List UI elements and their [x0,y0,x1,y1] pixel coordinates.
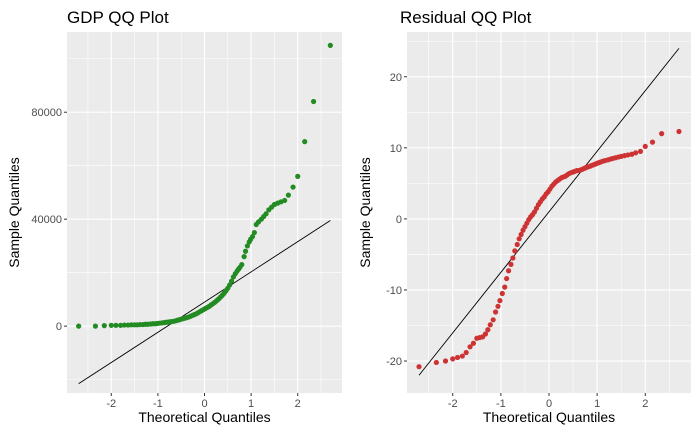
grid-lines [407,32,691,393]
y-tick-label: 0 [56,321,62,333]
data-point [108,322,114,328]
data-point [118,322,124,328]
y-tick-label: -10 [386,285,402,297]
data-point [285,192,291,198]
y-tick-label: 10 [390,143,402,155]
data-point [676,128,682,135]
data-point [290,184,296,190]
y-axis-ticks: -20 -10 0 10 20 [386,72,407,368]
x-tick-label: 1 [594,398,600,410]
data-point [485,327,491,333]
data-point [433,359,439,366]
data-point [505,268,512,274]
chart-title: Residual QQ Plot [400,8,532,27]
x-tick-label: 0 [546,398,552,410]
x-tick-label: 0 [201,398,207,410]
data-point [76,323,82,329]
data-point [101,323,107,329]
data-point [502,284,508,290]
y-axis-ticks: 0 40000 80000 [31,107,67,333]
data-point [625,152,631,158]
data-point [492,309,499,315]
reference-line [78,220,331,385]
data-point [510,255,516,261]
data-point [467,344,473,350]
data-point [263,211,269,217]
data-points [416,128,682,370]
data-point [249,233,256,240]
reference-line-group [78,220,331,385]
data-point [121,322,127,328]
y-tick-label: 20 [390,72,402,84]
reference-line [418,48,680,376]
data-point [482,331,489,337]
data-point [327,42,333,48]
data-point [442,358,449,364]
data-point [642,143,648,150]
x-tick-label: 2 [295,398,301,410]
reference-line-group [418,48,680,376]
data-point [244,243,250,249]
data-point [499,290,505,297]
x-tick-label: -2 [106,398,116,410]
data-point [490,317,496,323]
data-point [459,353,465,359]
y-axis-title: Sample Quantiles [357,157,373,268]
data-points [76,42,333,329]
data-point [454,354,461,361]
data-point [282,197,288,204]
data-point [516,236,522,242]
data-point [504,275,510,282]
x-tick-label: -1 [153,398,163,410]
data-point [113,322,119,328]
gdp-qq-chart: GDP QQ Plot -2 -1 0 1 2 0 40000 80000 Theoreti… [6,8,342,425]
data-point [251,229,257,236]
data-point [242,248,249,254]
x-tick-label: 1 [248,398,254,410]
data-point [487,322,493,328]
data-point [416,364,422,370]
data-point [497,298,503,304]
data-point [508,261,514,267]
y-tick-label: 40000 [31,214,62,226]
x-axis-ticks: -2 -1 0 1 2 [448,393,648,410]
data-point [633,150,639,156]
data-point [470,340,477,346]
data-point [239,262,245,268]
data-point [92,323,99,329]
data-point [241,254,247,260]
x-tick-label: 2 [642,398,648,410]
data-point [659,131,665,137]
data-point [302,139,308,145]
data-point [228,278,235,284]
y-tick-label: 0 [396,214,402,226]
x-axis-title: Theoretical Quantiles [483,409,615,425]
y-tick-label: -20 [386,356,402,368]
data-point [637,148,644,154]
x-axis-title: Theoretical Quantiles [138,409,270,425]
x-tick-label: -2 [448,398,458,410]
chart-title: GDP QQ Plot [67,8,169,27]
x-tick-label: -1 [496,398,506,410]
data-point [514,241,520,248]
data-point [295,173,301,179]
y-tick-label: 80000 [31,107,62,119]
data-point [649,139,656,145]
data-point [450,356,456,362]
data-point [512,248,518,254]
data-point [310,98,317,105]
data-point [518,231,524,238]
x-axis-ticks: -2 -1 0 1 2 [106,393,301,410]
data-point [463,349,469,356]
data-point [495,303,501,309]
y-axis-title: Sample Quantiles [6,157,22,268]
